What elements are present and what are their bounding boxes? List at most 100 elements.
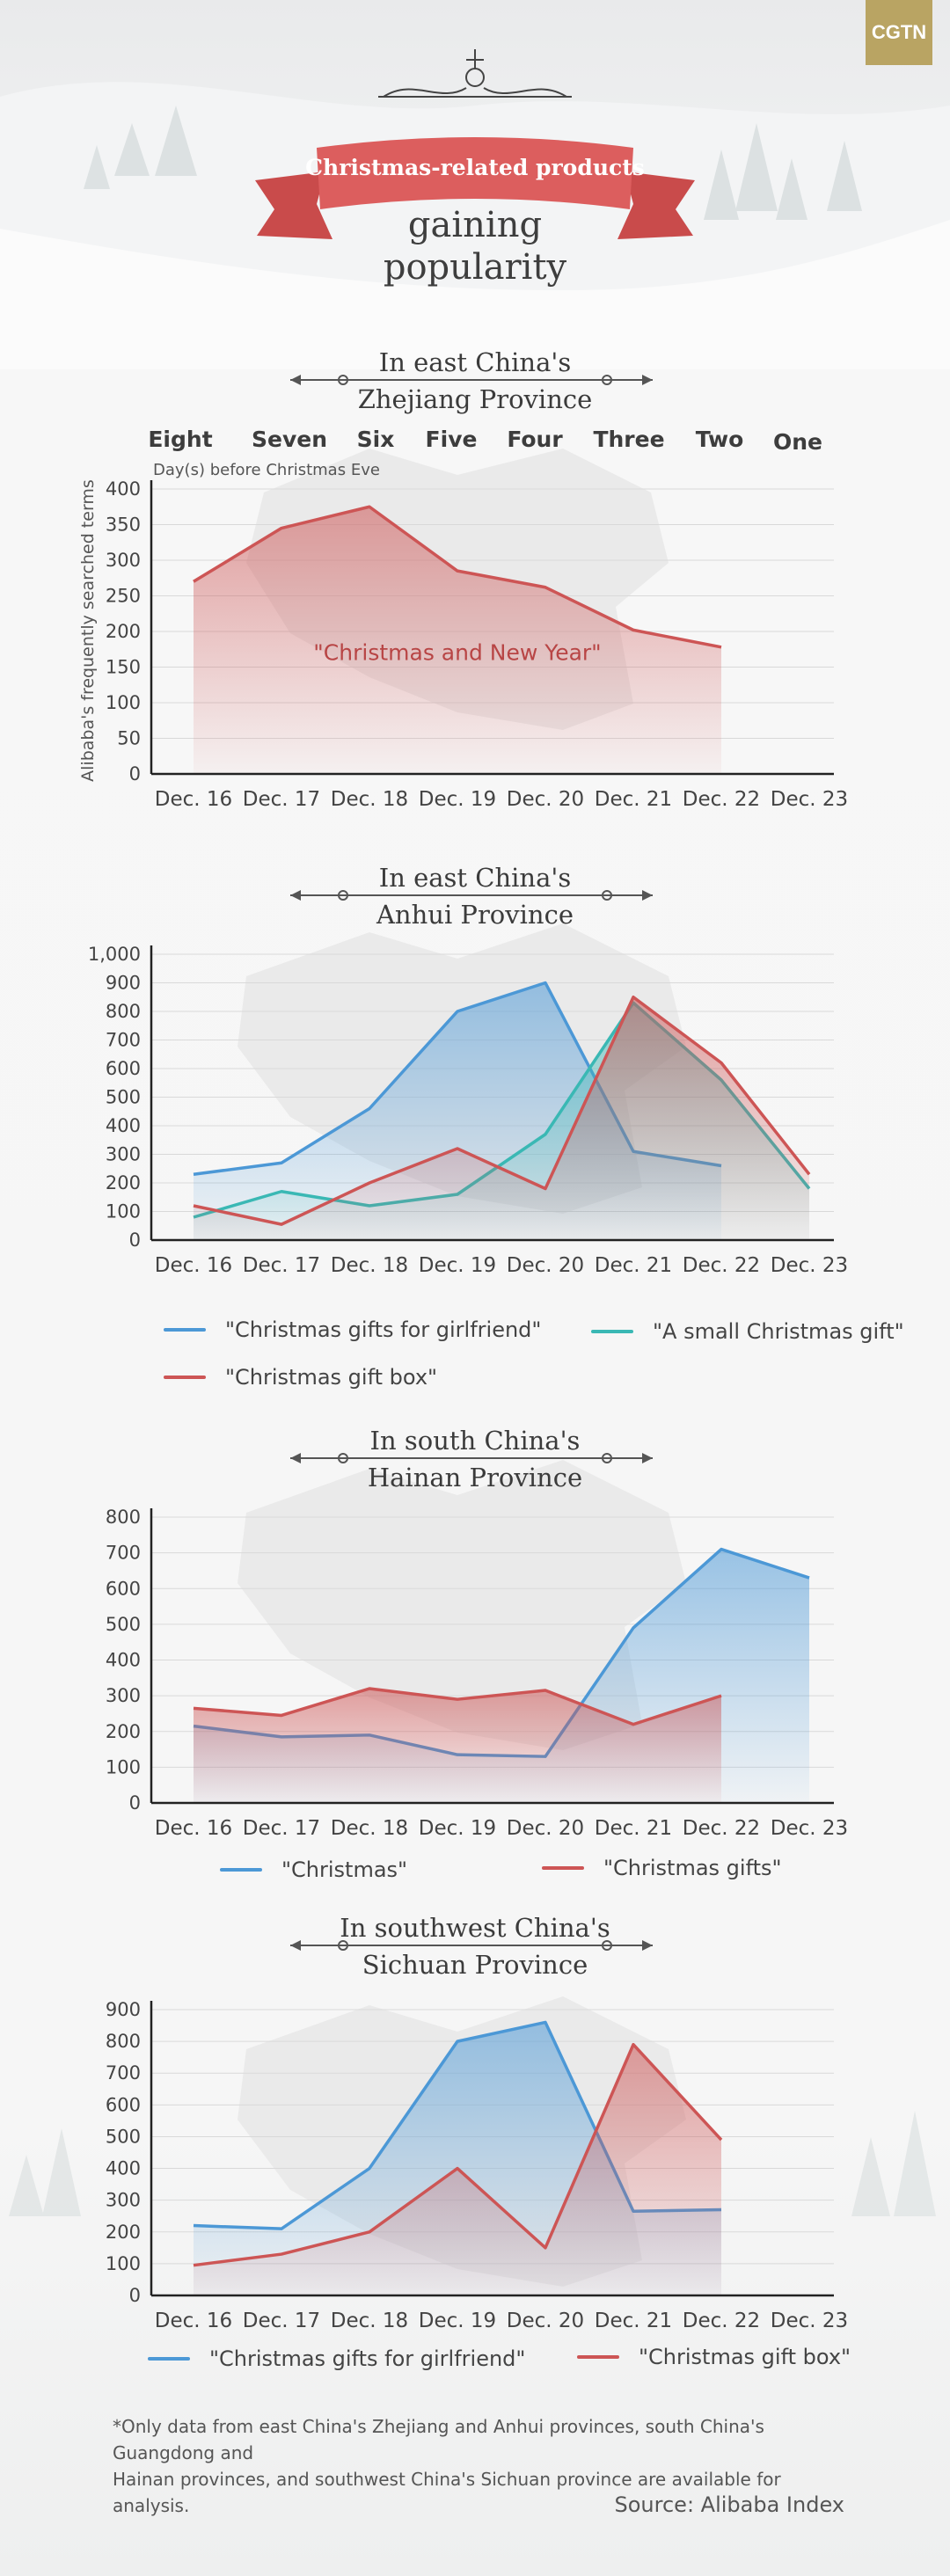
legend-label: "Christmas" [281, 1857, 408, 1882]
sichuan-area-chart: 0 100 200 300 400 500 600 700 800 900 Dec. 16 Dec. … [106, 1999, 848, 2332]
countdown-label-eight: Eight [148, 427, 213, 452]
x-tick-label: Dec. 21 [595, 788, 672, 811]
x-tick-label: Dec. 19 [419, 1817, 496, 1840]
legend-swatch-blue [148, 2357, 190, 2361]
x-tick-label: Dec. 18 [331, 788, 408, 811]
y-tick-label: 300 [106, 1685, 141, 1706]
hainan-divider-ornament [290, 1453, 653, 1463]
snow-landscape-bottom-illustration [9, 2111, 936, 2216]
y-tick-label: 250 [106, 586, 141, 607]
legend-item: "Christmas gifts" [542, 1856, 782, 1880]
y-tick-label: 800 [106, 1001, 141, 1022]
series-line [193, 505, 722, 649]
x-tick-label: Dec. 17 [243, 1817, 320, 1840]
chart-annotation: "Christmas and New Year" [313, 639, 601, 665]
y-tick-label: 100 [106, 692, 141, 713]
legend-label: "Christmas gifts for girlfriend" [225, 1317, 542, 1342]
zhejiang-title-line1: In east China's [378, 347, 572, 377]
anhui-title-line2: Anhui Province [376, 900, 574, 930]
y-tick-label: 300 [106, 1144, 141, 1165]
x-tick-label: Dec. 19 [419, 788, 496, 811]
y-tick-label: 100 [106, 1201, 141, 1222]
anhui-title-line1: In east China's [378, 863, 572, 893]
legend-label: "Christmas gifts" [603, 1856, 782, 1880]
y-tick-label: 100 [106, 2253, 141, 2274]
source-credit: Source: Alibaba Index [614, 2492, 844, 2517]
legend-swatch-red [577, 2355, 619, 2359]
anhui-area-chart: 0 100 200 300 400 500 600 700 800 900 1,000 Dec. 16… [88, 944, 848, 1277]
zhejiang-area-chart: 0 50 100 150 200 250 300 350 400 Dec. 16 Dec. 17 De… [106, 478, 848, 811]
note-line2: Hainan provinces, and southwest China's … [113, 2469, 781, 2516]
series-line [193, 996, 811, 1226]
x-tick-label: Dec. 16 [155, 1817, 232, 1840]
countdown-label-six: Six [356, 427, 395, 452]
x-tick-label: Dec. 22 [683, 1254, 760, 1277]
y-tick-label: 400 [106, 1650, 141, 1671]
series-area [194, 996, 809, 1240]
headline-line1: gaining [407, 205, 543, 245]
banner-title: Christmas-related products [305, 155, 645, 180]
x-tick-label: Dec. 19 [419, 2310, 496, 2332]
series-area [194, 507, 721, 774]
y-tick-label: 700 [106, 1030, 141, 1051]
x-tick-label: Dec. 18 [331, 1254, 408, 1277]
y-tick-label: 700 [106, 2062, 141, 2083]
y-tick-label: 1,000 [88, 944, 141, 965]
legend-item: "Christmas gifts for girlfriend" [164, 1317, 541, 1342]
legend-item: "Christmas gifts for girlfriend" [148, 2346, 525, 2371]
y-tick-label: 600 [106, 1578, 141, 1599]
y-tick-label: 0 [129, 763, 141, 784]
x-tick-label: Dec. 21 [595, 2310, 672, 2332]
x-tick-label: Dec. 22 [683, 2310, 760, 2332]
hainan-title-line2: Hainan Province [367, 1463, 583, 1492]
hainan-title-line1: In south China's [369, 1426, 581, 1456]
y-tick-label: 300 [106, 2190, 141, 2211]
ribbon-banner-icon [255, 137, 695, 239]
legend-item: "A small Christmas gift" [591, 1319, 904, 1344]
x-tick-label: Dec. 23 [771, 788, 848, 811]
x-tick-label: Dec. 16 [155, 788, 232, 811]
headline-line2: popularity [383, 247, 567, 288]
y-tick-label: 150 [106, 657, 141, 678]
y-tick-label: 400 [106, 2158, 141, 2179]
legend-item: "Christmas gift box" [577, 2345, 851, 2369]
zhejiang-divider-ornament [290, 375, 653, 385]
countdown-label-four: Four [507, 427, 563, 452]
sichuan-title-line2: Sichuan Province [362, 1950, 588, 1980]
y-tick-label: 500 [106, 2126, 141, 2147]
x-tick-label: Dec. 20 [507, 2310, 584, 2332]
sichuan-title-line1: In southwest China's [340, 1913, 610, 1943]
y-tick-label: 0 [129, 1792, 141, 1813]
x-tick-label: Dec. 17 [243, 2310, 320, 2332]
legend-item: "Christmas" [220, 1857, 407, 1882]
countdown-label-one: One [772, 429, 823, 455]
x-tick-label: Dec. 20 [507, 1254, 584, 1277]
legend-label: "Christmas gift box" [225, 1365, 438, 1390]
y-tick-label: 50 [117, 728, 141, 749]
y-tick-label: 500 [106, 1614, 141, 1635]
data-availability-note: *Only data from east China's Zhejiang an… [113, 2413, 860, 2519]
anhui-divider-ornament [290, 890, 653, 901]
countdown-label-five: Five [425, 427, 478, 452]
x-tick-label: Dec. 23 [771, 2310, 848, 2332]
y-tick-label: 400 [106, 478, 141, 500]
legend-swatch-red [164, 1376, 206, 1379]
legend-swatch-teal [591, 1330, 633, 1333]
y-tick-label: 200 [106, 1721, 141, 1742]
note-line1: *Only data from east China's Zhejiang an… [113, 2416, 764, 2463]
y-tick-label: 200 [106, 621, 141, 642]
x-tick-label: Dec. 19 [419, 1254, 496, 1277]
top-ornament-icon [378, 49, 572, 98]
y-tick-label: 0 [129, 1230, 141, 1251]
series-area [194, 1689, 721, 1803]
x-tick-label: Dec. 16 [155, 1254, 232, 1277]
y-tick-label: 0 [129, 2285, 141, 2306]
y-tick-label: 900 [106, 973, 141, 994]
y-tick-label: 900 [106, 1999, 141, 2020]
y-tick-label: 700 [106, 1543, 141, 1564]
legend-swatch-blue [164, 1328, 206, 1332]
legend-label: "Christmas gifts for girlfriend" [209, 2346, 526, 2371]
days-before-caption: Day(s) before Christmas Eve [153, 461, 380, 479]
series-line [193, 2042, 723, 2267]
legend-label: "A small Christmas gift" [653, 1319, 904, 1344]
